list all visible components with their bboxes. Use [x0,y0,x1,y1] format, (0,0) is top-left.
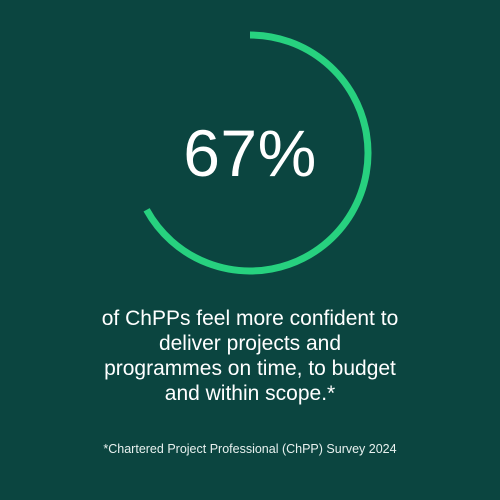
stat-value: 67% [183,116,317,190]
progress-arc [143,31,372,275]
progress-ring-svg [143,31,372,275]
survey-footnote: *Chartered Project Professional (ChPP) S… [103,442,397,456]
stat-caption: of ChPPs feel more confident to deliver … [101,307,399,405]
progress-ring: 67% [125,28,375,278]
